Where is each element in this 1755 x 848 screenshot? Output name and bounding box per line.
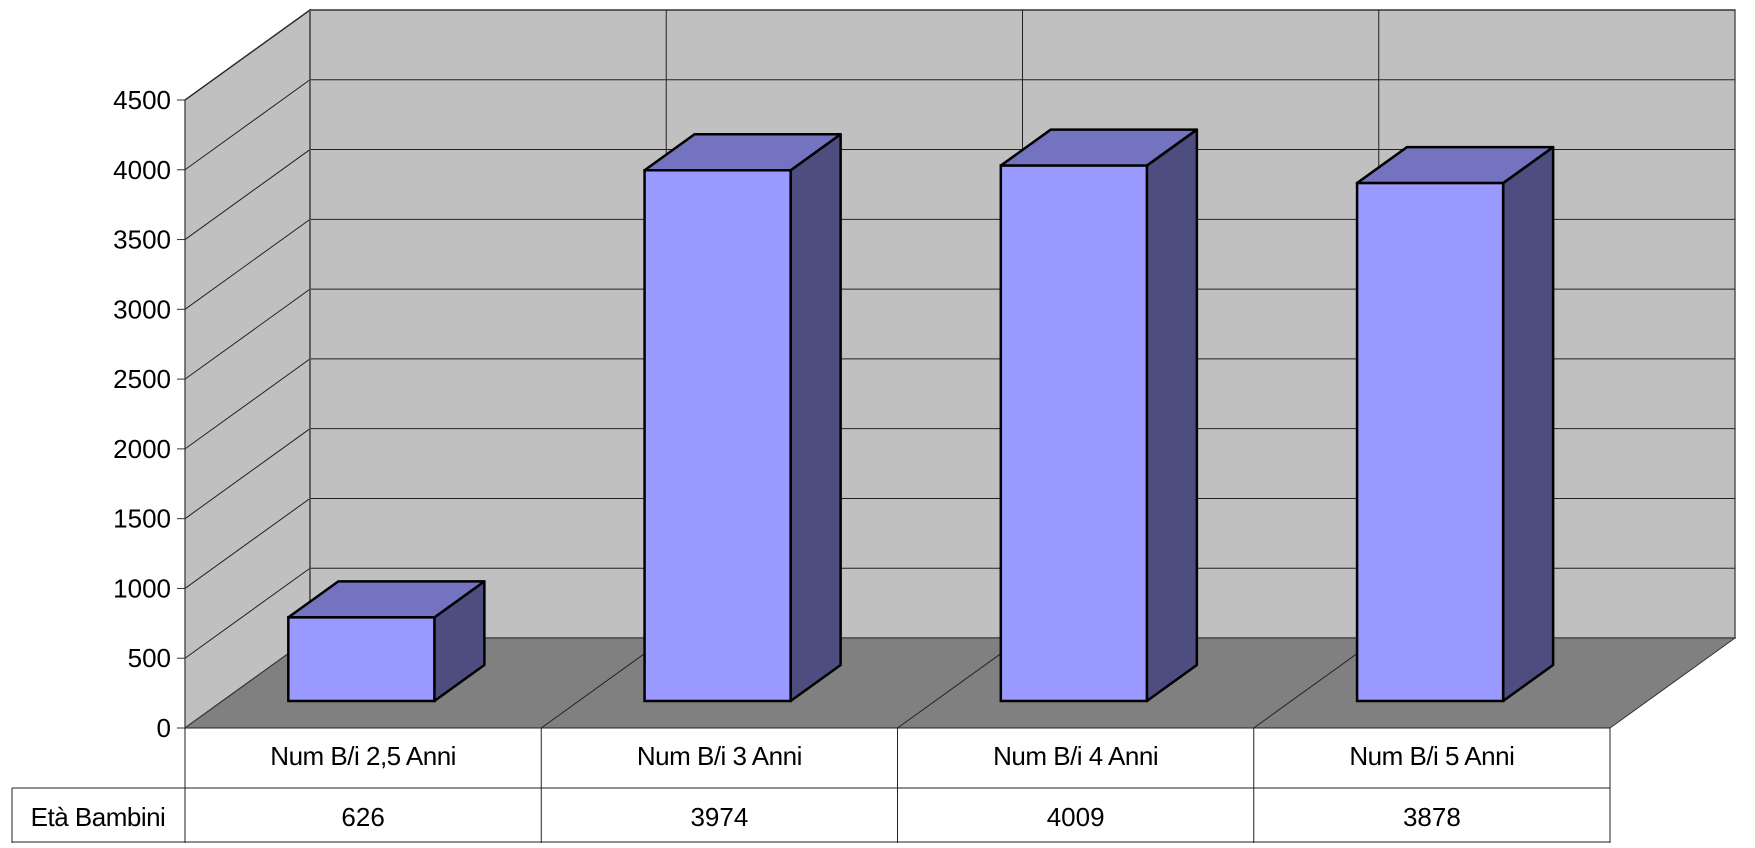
- data-table: Num B/i 2,5 Anni Num B/i 3 Anni Num B/i 4 …: [11, 727, 1611, 843]
- x-tick-label: Num B/i 5 Anni: [1349, 741, 1514, 771]
- y-tick-label: 2000: [113, 434, 171, 464]
- y-tick-label: 4000: [113, 155, 171, 185]
- y-tick-label: 0: [157, 713, 171, 743]
- y-tick-label: 3000: [113, 294, 171, 324]
- chart-bars: [287, 128, 1555, 703]
- table-series-label: Età Bambini: [31, 802, 166, 832]
- bar-front: [643, 169, 792, 703]
- table-value: 3974: [690, 802, 748, 832]
- y-tick-label: 1000: [113, 573, 171, 603]
- y-tick-label: 4500: [113, 85, 171, 115]
- bar-front: [999, 164, 1149, 703]
- bar-front: [1355, 181, 1505, 703]
- y-tick-label: 1500: [113, 504, 171, 534]
- y-tick-label: 3500: [113, 225, 171, 255]
- table-value: 3878: [1403, 802, 1461, 832]
- bar-side: [789, 133, 842, 703]
- bar-side: [1145, 128, 1199, 703]
- bar: [1355, 145, 1555, 703]
- bar: [999, 128, 1199, 703]
- x-tick-label: Num B/i 3 Anni: [637, 741, 802, 771]
- table-value: 4009: [1047, 802, 1105, 832]
- table-value: 626: [341, 802, 384, 832]
- bar-side: [1501, 145, 1555, 703]
- bar: [287, 580, 486, 703]
- y-axis: 0 500 1000 1500 2000 2500 3000 3500 4000 4500: [113, 85, 185, 743]
- x-tick-label: Num B/i 4 Anni: [993, 741, 1158, 771]
- x-tick-label: Num B/i 2,5 Anni: [270, 741, 456, 771]
- bar: [643, 133, 842, 703]
- y-tick-label: 2500: [113, 364, 171, 394]
- bar-front: [287, 616, 436, 703]
- y-tick-label: 500: [128, 643, 171, 673]
